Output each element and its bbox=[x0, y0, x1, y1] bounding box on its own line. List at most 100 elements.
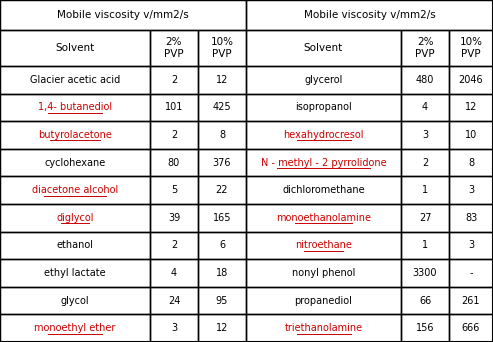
Bar bbox=[246, 66, 401, 94]
Bar bbox=[246, 176, 401, 204]
Bar bbox=[198, 121, 246, 149]
Text: 80: 80 bbox=[168, 158, 180, 168]
Bar bbox=[449, 259, 493, 287]
Text: 18: 18 bbox=[216, 268, 228, 278]
Text: 39: 39 bbox=[168, 213, 180, 223]
Bar bbox=[0, 287, 150, 314]
Bar bbox=[246, 287, 401, 314]
Bar bbox=[449, 94, 493, 121]
Bar bbox=[401, 314, 449, 342]
Bar bbox=[150, 204, 198, 232]
Bar bbox=[246, 149, 401, 176]
Bar bbox=[0, 149, 150, 176]
Bar bbox=[401, 121, 449, 149]
Text: 12: 12 bbox=[216, 75, 228, 85]
Bar bbox=[449, 149, 493, 176]
Text: -: - bbox=[469, 268, 473, 278]
Text: 2%
PVP: 2% PVP bbox=[415, 37, 435, 59]
Bar bbox=[401, 94, 449, 121]
Bar bbox=[198, 149, 246, 176]
Text: 24: 24 bbox=[168, 295, 180, 306]
Bar bbox=[150, 149, 198, 176]
Bar bbox=[449, 66, 493, 94]
Text: 10%
PVP: 10% PVP bbox=[211, 37, 234, 59]
Text: Solvent: Solvent bbox=[55, 43, 95, 53]
Bar bbox=[0, 94, 150, 121]
Bar bbox=[0, 121, 150, 149]
Text: 10: 10 bbox=[465, 130, 477, 140]
Text: 261: 261 bbox=[462, 295, 480, 306]
Text: 95: 95 bbox=[216, 295, 228, 306]
Text: 27: 27 bbox=[419, 213, 431, 223]
Text: 2: 2 bbox=[422, 158, 428, 168]
Text: glycol: glycol bbox=[61, 295, 89, 306]
Bar bbox=[449, 232, 493, 259]
Text: Glacier acetic acid: Glacier acetic acid bbox=[30, 75, 120, 85]
Text: nitroethane: nitroethane bbox=[295, 240, 352, 250]
Bar bbox=[401, 232, 449, 259]
Bar bbox=[449, 287, 493, 314]
Text: monoethanolamine: monoethanolamine bbox=[276, 213, 371, 223]
Bar bbox=[401, 30, 449, 66]
Text: 666: 666 bbox=[462, 323, 480, 333]
Text: ethanol: ethanol bbox=[57, 240, 94, 250]
Bar bbox=[198, 287, 246, 314]
Text: 3: 3 bbox=[468, 185, 474, 195]
Text: 2: 2 bbox=[171, 75, 177, 85]
Bar bbox=[0, 66, 150, 94]
Text: 3: 3 bbox=[171, 323, 177, 333]
Text: 376: 376 bbox=[213, 158, 231, 168]
Bar bbox=[198, 94, 246, 121]
Text: 66: 66 bbox=[419, 295, 431, 306]
Text: 1,4- butanediol: 1,4- butanediol bbox=[38, 102, 112, 113]
Bar bbox=[401, 66, 449, 94]
Text: 4: 4 bbox=[422, 102, 428, 113]
Bar bbox=[401, 204, 449, 232]
Text: 12: 12 bbox=[216, 323, 228, 333]
Text: monoethyl ether: monoethyl ether bbox=[35, 323, 116, 333]
Bar bbox=[198, 314, 246, 342]
Text: diglycol: diglycol bbox=[56, 213, 94, 223]
Text: 8: 8 bbox=[219, 130, 225, 140]
Text: isopropanol: isopropanol bbox=[295, 102, 352, 113]
Text: glycerol: glycerol bbox=[304, 75, 343, 85]
Bar bbox=[449, 314, 493, 342]
Bar bbox=[150, 259, 198, 287]
Text: Solvent: Solvent bbox=[304, 43, 343, 53]
Bar bbox=[150, 66, 198, 94]
Text: ethyl lactate: ethyl lactate bbox=[44, 268, 106, 278]
Text: dichloromethane: dichloromethane bbox=[282, 185, 365, 195]
Bar bbox=[449, 121, 493, 149]
Text: hexahydrocresol: hexahydrocresol bbox=[283, 130, 364, 140]
Text: 8: 8 bbox=[468, 158, 474, 168]
Bar bbox=[150, 30, 198, 66]
Text: triethanolamine: triethanolamine bbox=[284, 323, 362, 333]
Text: 3: 3 bbox=[468, 240, 474, 250]
Text: 425: 425 bbox=[212, 102, 231, 113]
Text: N - methyl - 2 pyrrolidone: N - methyl - 2 pyrrolidone bbox=[261, 158, 387, 168]
Bar bbox=[198, 204, 246, 232]
Bar bbox=[246, 204, 401, 232]
Text: propanediol: propanediol bbox=[294, 295, 352, 306]
Bar bbox=[150, 232, 198, 259]
Text: 5: 5 bbox=[171, 185, 177, 195]
Bar bbox=[150, 121, 198, 149]
Bar bbox=[401, 176, 449, 204]
Bar bbox=[0, 0, 246, 30]
Bar bbox=[246, 259, 401, 287]
Bar bbox=[0, 259, 150, 287]
Text: 1: 1 bbox=[422, 185, 428, 195]
Text: nonyl phenol: nonyl phenol bbox=[292, 268, 355, 278]
Text: 2: 2 bbox=[171, 240, 177, 250]
Text: 2: 2 bbox=[171, 130, 177, 140]
Text: 6: 6 bbox=[219, 240, 225, 250]
Bar bbox=[198, 176, 246, 204]
Bar bbox=[198, 259, 246, 287]
Bar bbox=[449, 204, 493, 232]
Text: 3: 3 bbox=[422, 130, 428, 140]
Text: 3300: 3300 bbox=[413, 268, 437, 278]
Text: diacetone alcohol: diacetone alcohol bbox=[32, 185, 118, 195]
Bar bbox=[246, 232, 401, 259]
Text: 480: 480 bbox=[416, 75, 434, 85]
Bar bbox=[198, 30, 246, 66]
